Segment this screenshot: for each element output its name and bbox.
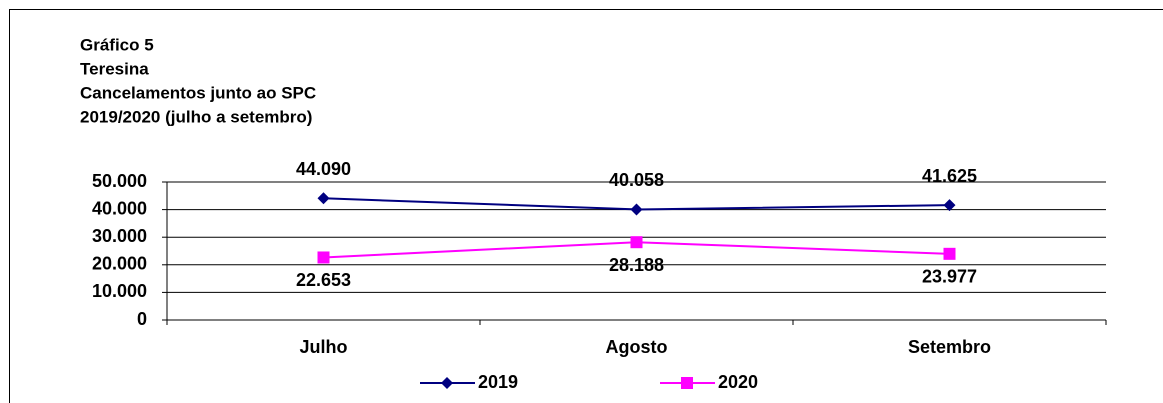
chart-title: Gráfico 5 [80,35,154,54]
data-label: 22.653 [296,270,351,290]
y-tick-label: 30.000 [92,226,147,246]
data-label: 41.625 [922,166,977,186]
x-tick-label: Agosto [606,337,668,357]
chart-title: Cancelamentos junto ao SPC [80,83,316,102]
marker [943,247,956,260]
marker [943,199,956,212]
data-label: 40.058 [609,170,664,190]
y-tick-label: 0 [137,309,147,329]
data-label: 23.977 [922,267,977,287]
y-tick-label: 40.000 [92,198,147,218]
legend-label: 2019 [478,372,518,392]
marker [317,192,330,205]
legend-label: 2020 [718,372,758,392]
marker [681,377,693,389]
y-tick-label: 50.000 [92,171,147,191]
chart-title: Teresina [80,59,149,78]
x-tick-label: Julho [300,337,348,357]
marker [630,203,643,216]
x-tick-label: Setembro [908,337,991,357]
chart-border [9,9,1163,403]
y-tick-label: 10.000 [92,281,147,301]
marker [630,236,643,249]
data-label: 44.090 [296,159,351,179]
marker [317,251,330,264]
chart-title: 2019/2020 (julho a setembro) [80,107,312,126]
marker [441,377,453,389]
y-tick-label: 20.000 [92,254,147,274]
data-label: 28.188 [609,255,664,275]
